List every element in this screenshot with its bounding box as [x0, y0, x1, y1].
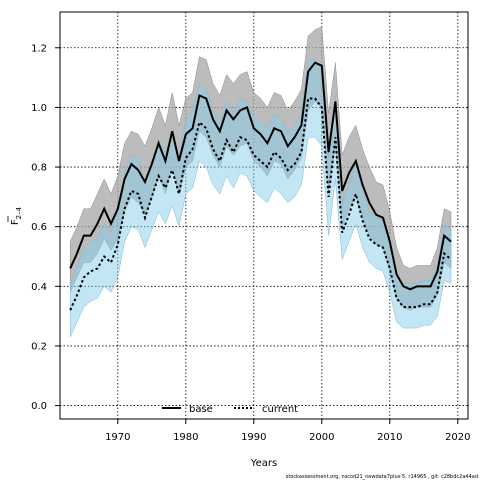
- x-tick-label-2000: 2000: [309, 432, 334, 443]
- y-tick-label-0.6: 0.6: [31, 222, 47, 233]
- line-layer: [69, 61, 452, 311]
- legend: base current: [162, 404, 298, 415]
- y-axis-title: F2–4: [7, 206, 23, 225]
- x-axis: 1970 1980 1990 2000 2010 2020: [105, 419, 471, 443]
- x-tick-label-2010: 2010: [377, 432, 402, 443]
- x-tick-label-1980: 1980: [173, 432, 198, 443]
- x-tick-label-2020: 2020: [445, 432, 470, 443]
- band-current: [69, 59, 452, 338]
- line-base: [69, 61, 452, 291]
- x-axis-title: Years: [250, 458, 277, 469]
- legend-label-base: base: [189, 404, 213, 415]
- y-axis-title-main: F: [10, 219, 21, 225]
- x-tick-label-1970: 1970: [105, 432, 130, 443]
- y-axis: 0.0 0.2 0.4 0.6 0.8 1.0 1.2: [31, 43, 60, 412]
- y-tick-label-0.4: 0.4: [31, 282, 47, 293]
- band-layer: [69, 26, 452, 338]
- y-tick-label-0.0: 0.0: [31, 401, 47, 412]
- x-tick-label-1990: 1990: [241, 432, 266, 443]
- y-tick-label-0.8: 0.8: [31, 163, 47, 174]
- footer-credit: stockassessment.org, nscod21_newdata7plu…: [286, 474, 478, 480]
- y-tick-label-1.2: 1.2: [31, 43, 47, 54]
- y-tick-label-0.2: 0.2: [31, 341, 47, 352]
- line-current: [69, 97, 452, 311]
- plot-frame: [59, 11, 469, 420]
- legend-label-current: current: [262, 404, 298, 415]
- svg-text:F2–4: F2–4: [10, 206, 23, 225]
- y-axis-title-sub: 2–4: [15, 206, 23, 219]
- y-tick-label-1.0: 1.0: [31, 103, 47, 114]
